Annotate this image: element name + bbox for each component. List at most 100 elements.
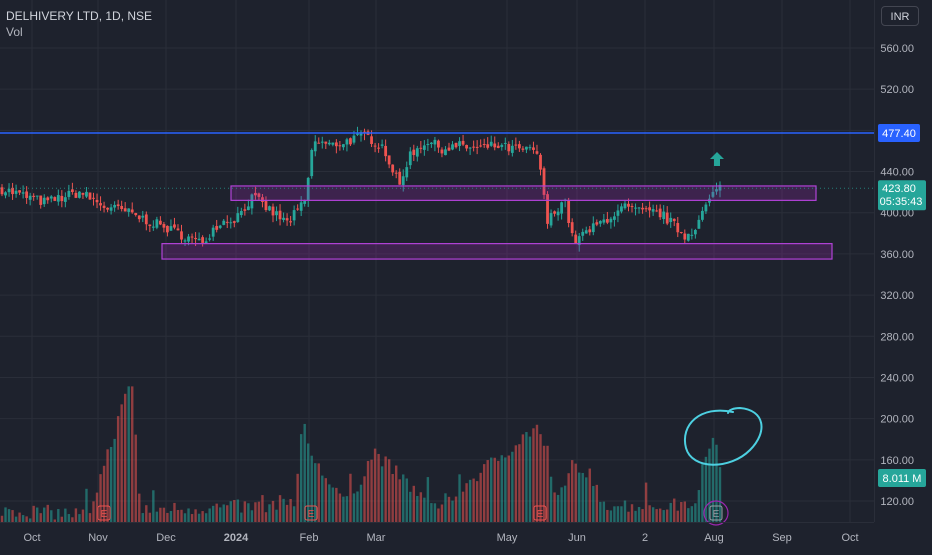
resistance-price-tag [878, 124, 920, 143]
volume-bar [64, 508, 67, 522]
candle-body [690, 234, 694, 236]
volume-bar [595, 484, 599, 522]
candle-body [440, 149, 444, 154]
candle-body [201, 237, 205, 243]
volume-bar [644, 482, 648, 522]
volume-bar [606, 509, 609, 522]
earnings-marker-icon [97, 505, 111, 521]
volume-bar [211, 505, 215, 522]
candle-body [630, 206, 634, 208]
volume-bar [718, 467, 722, 522]
candle-body [352, 135, 356, 143]
candle-body [567, 200, 571, 224]
time-tick-label: Dec [156, 532, 176, 544]
volume-bar [187, 508, 190, 522]
volume-bar [46, 504, 49, 522]
volume-label[interactable]: Vol [6, 25, 23, 39]
volume-bar [514, 445, 518, 522]
volume-bar [511, 451, 514, 522]
candle-body [419, 147, 423, 149]
volume-bar [620, 506, 623, 522]
volume-bar [95, 492, 99, 522]
candle-body [602, 219, 606, 223]
candle-body [693, 230, 697, 235]
candle-body [42, 197, 46, 205]
volume-bar [7, 509, 11, 522]
volume-bar [81, 509, 85, 522]
candle-body [95, 199, 99, 203]
candle-body [169, 226, 173, 231]
volume-bar [391, 473, 394, 522]
volume-bar [444, 493, 447, 522]
volume-bar [60, 516, 64, 522]
volume-bar [307, 443, 310, 522]
volume-bar [159, 507, 162, 522]
candle-body [7, 188, 11, 193]
volume-bar [39, 513, 42, 522]
last-price-tag [878, 180, 926, 211]
candle-body [120, 205, 124, 210]
candle-body [535, 151, 539, 154]
candle-body [92, 197, 95, 199]
price-tick-label: 240.00 [880, 372, 914, 384]
volume-bar [479, 472, 482, 522]
candle-body [620, 206, 623, 212]
volume-bar [482, 464, 486, 522]
candle-body [560, 202, 564, 214]
volume-bar [289, 498, 292, 522]
candle-body [11, 187, 14, 195]
volume-bar [180, 509, 183, 522]
candle-body [380, 144, 384, 146]
candle-body [106, 207, 109, 210]
volume-bar [43, 507, 46, 522]
candle-body [275, 211, 278, 216]
candle-body [21, 192, 25, 194]
volume-bar [690, 506, 694, 522]
volume-bar [310, 455, 313, 522]
volume-bar [264, 512, 268, 522]
volume-bar [162, 507, 166, 522]
volume-bar [363, 476, 366, 522]
annotation-circle [683, 406, 763, 466]
price-tick-label: 200.00 [880, 414, 914, 426]
volume-bar [641, 509, 644, 522]
lower-zone [161, 243, 833, 260]
candle-body [123, 208, 127, 212]
volume-bar [85, 488, 88, 522]
candle-body [701, 210, 704, 220]
volume-bar [680, 501, 683, 522]
volume-bar [109, 446, 113, 522]
candle-body [486, 144, 490, 148]
volume-bar [384, 456, 387, 522]
volume-bar [370, 459, 373, 522]
volume-bar [18, 512, 21, 522]
volume-bar [268, 504, 271, 522]
candle-body [306, 177, 310, 201]
volume-bar [402, 474, 405, 522]
candle-body [180, 231, 183, 240]
candle-body [426, 143, 430, 145]
candle-body [246, 206, 250, 211]
candle-body [313, 141, 317, 152]
volume-bar [588, 468, 591, 522]
candle-body [387, 155, 391, 165]
volume-bar [627, 511, 630, 522]
candle-body [539, 154, 542, 170]
volume-bar [296, 473, 299, 522]
volume-bar [683, 501, 687, 522]
candle-body [648, 207, 652, 211]
candle-body [239, 211, 243, 216]
volume-bar [314, 463, 317, 522]
volume-bar [131, 386, 134, 522]
currency-button[interactable]: INR [881, 6, 919, 26]
volume-bar [475, 481, 479, 522]
symbol-title[interactable]: DELHIVERY LTD, 1D, NSE [6, 9, 153, 23]
time-tick-label: Oct [841, 532, 858, 544]
volume-bar [366, 460, 370, 522]
volume-bar [405, 478, 408, 522]
time-tick-label: Aug [704, 532, 724, 544]
volume-bar [553, 492, 556, 522]
candle-body [584, 230, 588, 234]
